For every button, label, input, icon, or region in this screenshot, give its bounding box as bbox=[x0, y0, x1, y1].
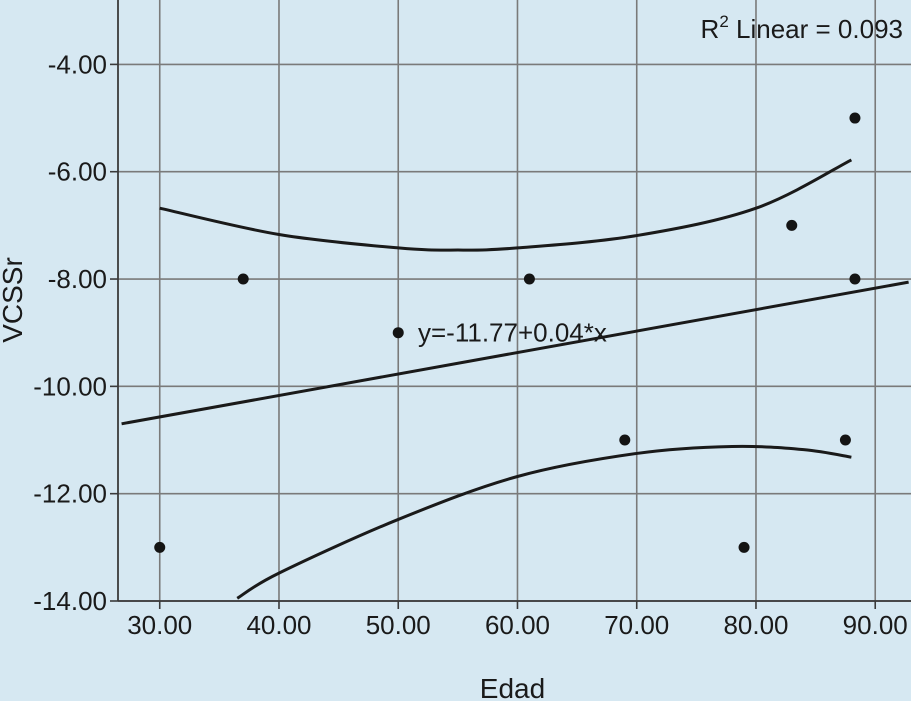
regression-line bbox=[121, 280, 909, 426]
y-tick-label: -4.00 bbox=[48, 49, 107, 79]
data-point bbox=[523, 273, 535, 285]
x-tick-label: 80.00 bbox=[723, 610, 788, 640]
r-squared-annotation: R2 Linear = 0.093 bbox=[701, 12, 903, 44]
y-tick-label: -12.00 bbox=[33, 479, 107, 509]
x-tick-label: 60.00 bbox=[485, 610, 550, 640]
data-point bbox=[619, 434, 631, 446]
x-tick-label: 70.00 bbox=[604, 610, 669, 640]
x-tick-label: 90.00 bbox=[843, 610, 908, 640]
x-axis-title: Edad bbox=[480, 673, 545, 701]
data-points bbox=[154, 112, 861, 553]
x-tick-label: 30.00 bbox=[127, 610, 192, 640]
data-point bbox=[849, 273, 861, 285]
data-point bbox=[738, 541, 750, 553]
axes bbox=[110, 0, 911, 609]
data-point bbox=[839, 434, 851, 446]
x-tick-label: 50.00 bbox=[366, 610, 431, 640]
y-tick-label: -14.00 bbox=[33, 586, 107, 616]
r2-letter: R bbox=[701, 14, 720, 44]
y-tick-label: -10.00 bbox=[33, 371, 107, 401]
data-point bbox=[786, 219, 798, 231]
data-point bbox=[849, 112, 861, 124]
tick-labels: 30.00 40.00 50.00 60.00 70.00 80.00 90.00 -14.0… bbox=[33, 49, 907, 640]
x-tick-label: 40.00 bbox=[246, 610, 311, 640]
r2-superscript: 2 bbox=[719, 12, 728, 31]
fit-curves bbox=[121, 158, 909, 600]
confidence-band-upper bbox=[159, 158, 853, 252]
plot-area bbox=[118, 0, 911, 601]
confidence-band-lower bbox=[236, 444, 852, 600]
data-point bbox=[237, 273, 249, 285]
r2-value: Linear = 0.093 bbox=[729, 14, 903, 44]
data-point bbox=[154, 541, 166, 553]
gridlines bbox=[118, 0, 911, 602]
y-tick-label: -6.00 bbox=[48, 157, 107, 187]
fit-equation-label: y=-11.77+0.04*x bbox=[418, 318, 607, 348]
y-axis-title: VCSSr bbox=[0, 257, 28, 343]
y-tick-label: -8.00 bbox=[48, 264, 107, 294]
data-point bbox=[392, 327, 404, 339]
